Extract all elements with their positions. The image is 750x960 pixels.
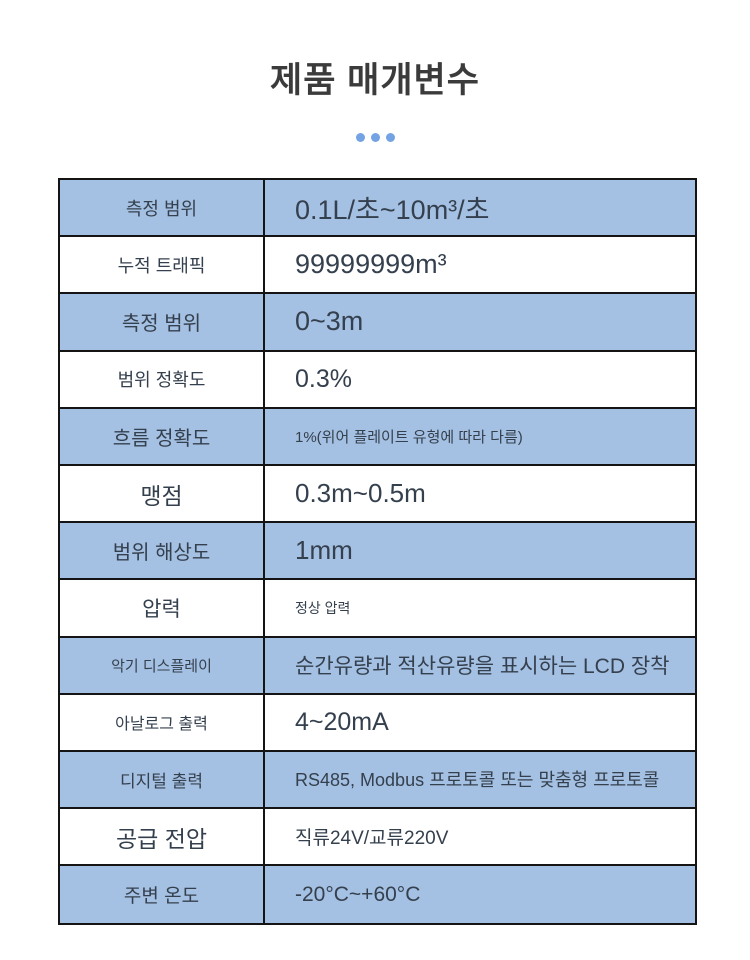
row-value: 1mm (295, 535, 353, 566)
row-label: 범위 해상도 (60, 523, 265, 579)
row-label: 측정 범위 (60, 180, 265, 236)
row-label: 디지털 출력 (60, 751, 265, 808)
row-value: 0~3m (295, 306, 364, 337)
dot-icon (385, 133, 395, 142)
row-value: 4~20mA (295, 707, 389, 736)
row-value: 0.1L/초~10m³/초 (295, 195, 490, 226)
row-label: 공급 전압 (60, 809, 265, 865)
row-label: 측정 범위 (60, 294, 265, 350)
row-value: 정상 압력 (295, 599, 351, 616)
table-row: 디지털 출력 RS485, Modbus 프로토콜 또는 맞춤형 프로토콜 (60, 751, 695, 810)
row-label: 악기 디스플레이 (60, 637, 265, 693)
table-row: 아날로그 출력 4~20mA (60, 694, 695, 752)
row-label: 흐름 정확도 (60, 408, 265, 464)
table-row: 누적 트래픽 99999999m³ (60, 237, 695, 295)
row-label: 아날로그 출력 (60, 694, 265, 750)
table-row: 측정 범위 0.1L/초~10m³/초 (60, 180, 695, 238)
row-label: 압력 (60, 580, 265, 636)
table-row: 주변 온도 -20°C~+60°C (60, 866, 695, 924)
decorative-dots (0, 133, 750, 142)
row-label: 맹점 (60, 465, 265, 522)
row-label: 누적 트래픽 (60, 237, 265, 293)
row-value: -20°C~+60°C (295, 882, 421, 906)
table-row: 흐름 정확도 1%(위어 플레이트 유형에 따라 다름) (60, 408, 695, 466)
row-value: 순간유량과 적산유량을 표시하는 LCD 장착 (295, 655, 670, 679)
spec-table: 측정 범위 0.1L/초~10m³/초 누적 트래픽 99999999m³ 측정… (58, 178, 697, 926)
table-row: 범위 정확도 0.3% (60, 351, 695, 409)
dot-icon (370, 133, 380, 142)
row-value: 1%(위어 플레이트 유형에 따라 다름) (295, 428, 523, 446)
row-value: 0.3m~0.5m (295, 478, 426, 509)
row-value: 직류24V/교류220V (295, 828, 449, 850)
row-value: 99999999m³ (295, 249, 447, 280)
table-row: 공급 전압 직류24V/교류220V (60, 809, 695, 867)
table-row: 압력 정상 압력 (60, 580, 695, 638)
row-label: 주변 온도 (60, 866, 265, 924)
table-row: 악기 디스플레이 순간유량과 적산유량을 표시하는 LCD 장착 (60, 637, 695, 695)
table-row: 범위 해상도 1mm (60, 523, 695, 581)
table-row: 측정 범위 0~3m (60, 294, 695, 352)
row-value: 0.3% (295, 364, 352, 393)
row-label: 범위 정확도 (60, 351, 265, 407)
page-title: 제품 매개변수 (270, 61, 480, 100)
table-row: 맹점 0.3m~0.5m (60, 465, 695, 524)
dot-icon (355, 133, 365, 142)
row-value: RS485, Modbus 프로토콜 또는 맞춤형 프로토콜 (295, 770, 660, 791)
